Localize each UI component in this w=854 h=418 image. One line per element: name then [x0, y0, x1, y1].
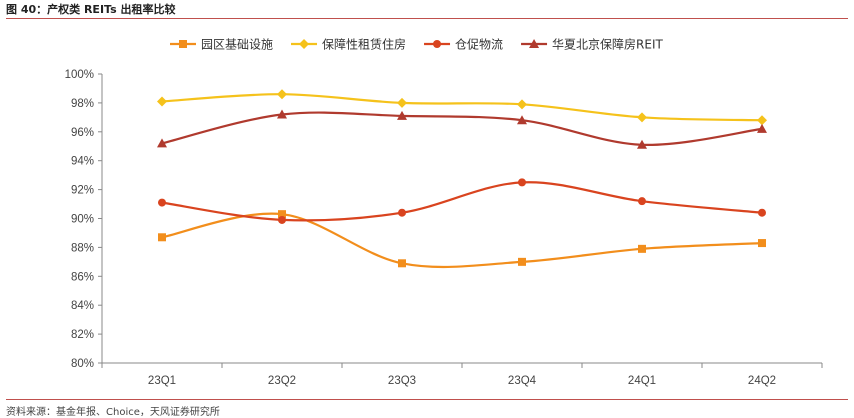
x-tick-label: 23Q3: [388, 375, 416, 387]
data-point: [757, 115, 767, 126]
series-line: [161, 181, 763, 222]
legend-item: 仓促物流: [424, 38, 503, 52]
legend-label: 保障性租赁住房: [322, 37, 406, 52]
data-point: [757, 123, 767, 133]
line-chart: 园区基础设施 保障性租赁住房 仓促物流 华夏北京保障房REIT 80% 82% 84% 86…: [65, 37, 823, 387]
chart-axes: 80% 82% 84% 86% 88% 90% 92% 94% 96% 98% 100% 23Q1 23…: [65, 69, 823, 387]
y-tick-label: 94%: [71, 156, 94, 168]
y-tick-label: 96%: [71, 127, 94, 139]
legend-item: 园区基础设施: [170, 38, 273, 52]
series-3: [158, 178, 766, 224]
series-2: [157, 89, 767, 126]
data-point: [278, 215, 286, 224]
data-point: [517, 115, 527, 125]
y-tick-label: 92%: [71, 185, 94, 197]
data-point: [637, 139, 647, 149]
data-point: [758, 239, 766, 248]
chart-legend: 园区基础设施 保障性租赁住房 仓促物流 华夏北京保障房REIT: [170, 37, 664, 52]
source-note: 资料来源：基金年报、Choice，天风证券研究所: [6, 407, 220, 418]
series-4: [157, 109, 767, 149]
data-point: [278, 210, 286, 219]
y-tick-label: 84%: [71, 300, 94, 312]
legend-swatch-marker: [529, 39, 540, 48]
y-tick-label: 98%: [71, 98, 94, 110]
data-point: [158, 198, 166, 207]
data-point: [277, 109, 287, 119]
legend-label: 华夏北京保障房REIT: [552, 37, 663, 52]
legend-label: 仓促物流: [455, 38, 503, 52]
data-point: [397, 110, 407, 120]
data-point: [758, 208, 766, 217]
legend-swatch-marker: [299, 39, 310, 49]
legend-swatch-marker: [433, 40, 442, 48]
legend-item: 华夏北京保障房REIT: [521, 37, 664, 52]
data-point: [637, 112, 647, 123]
data-point: [398, 208, 406, 217]
y-tick-label: 100%: [65, 69, 94, 81]
data-point: [277, 89, 287, 100]
data-point: [158, 233, 166, 242]
data-point: [518, 257, 526, 266]
chart-series: [157, 89, 767, 269]
x-tick-label: 24Q2: [748, 375, 776, 387]
data-point: [398, 259, 406, 268]
figure-title: 图 40：产权类 REITs 出租率比较: [6, 3, 176, 16]
x-tick-label: 23Q1: [148, 375, 176, 387]
source-divider: [6, 399, 848, 400]
legend-label: 园区基础设施: [201, 38, 273, 52]
data-point: [518, 178, 526, 187]
x-tick-label: 23Q2: [268, 375, 296, 387]
y-tick-label: 88%: [71, 242, 94, 254]
y-tick-label: 82%: [71, 329, 94, 341]
legend-item: 保障性租赁住房: [291, 37, 406, 52]
legend-swatch-marker: [179, 40, 187, 48]
y-tick-label: 90%: [71, 214, 94, 226]
x-tick-label: 23Q4: [508, 375, 537, 387]
y-tick-label: 80%: [71, 358, 94, 370]
series-line: [161, 93, 763, 122]
data-point: [397, 97, 407, 108]
data-point: [157, 138, 167, 148]
series-line: [161, 212, 763, 269]
series-1: [158, 210, 766, 269]
data-point: [157, 96, 167, 107]
series-line: [161, 111, 763, 146]
data-point: [638, 197, 646, 206]
data-point: [638, 244, 646, 253]
y-tick-label: 86%: [71, 271, 94, 283]
title-divider: [6, 18, 848, 19]
data-point: [517, 99, 527, 110]
x-tick-label: 24Q1: [628, 375, 656, 387]
